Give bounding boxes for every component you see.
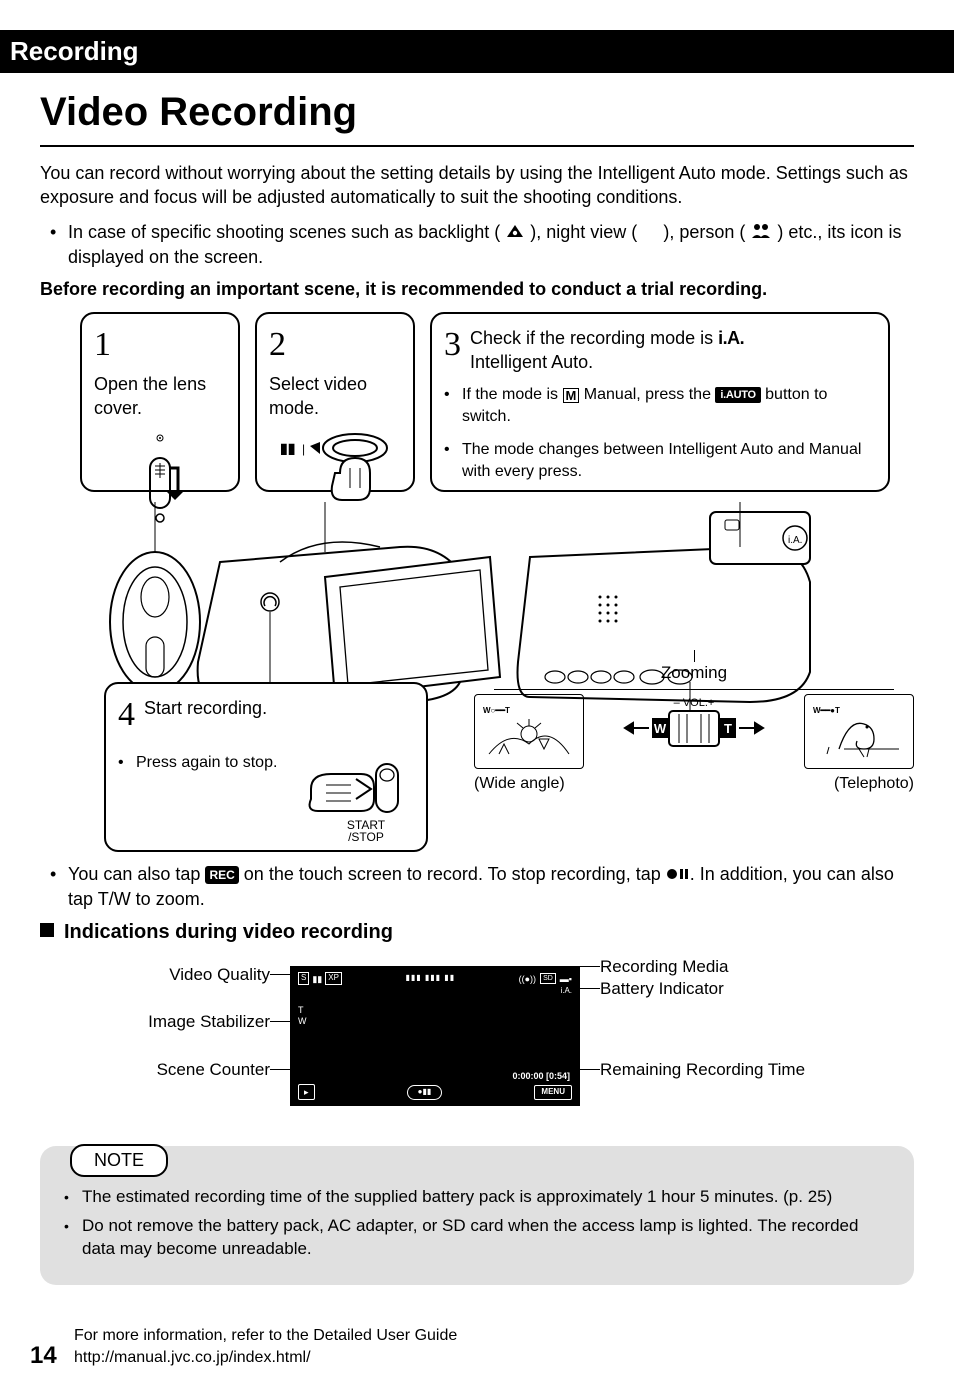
intro-bullets: In case of specific shooting scenes such… xyxy=(68,220,914,270)
menu-button-icon: MENU xyxy=(534,1085,572,1100)
step-3-post: Intelligent Auto. xyxy=(470,352,593,372)
start-stop-icon: START /STOP xyxy=(306,759,416,844)
step-2-box: 2 Select video mode. ▮▮ | xyxy=(255,312,415,492)
page-title: Video Recording xyxy=(40,85,914,147)
step-3-pre: Check if the recording mode is xyxy=(470,328,718,348)
step-1-number: 1 xyxy=(94,322,111,368)
tap-mid: on the touch screen to record. To stop r… xyxy=(239,864,666,884)
svg-text:W: W xyxy=(654,721,667,736)
note-item-1: The estimated recording time of the supp… xyxy=(64,1186,890,1209)
step-2-number: 2 xyxy=(269,322,286,368)
indications-diagram: Video Quality Image Stabilizer Scene Cou… xyxy=(70,956,914,1126)
page-footer: 14 For more information, refer to the De… xyxy=(40,1325,914,1368)
footer-line2: http://manual.jvc.co.jp/index.html/ xyxy=(74,1347,914,1369)
counter-value: 0:00:00 [0:54] xyxy=(512,1070,570,1082)
svg-text:W○━━T: W○━━T xyxy=(483,706,510,715)
telephoto-image: W━━●T xyxy=(804,694,914,769)
tap-instruction: You can also tap REC on the touch screen… xyxy=(68,862,914,912)
footer-line1: For more information, refer to the Detai… xyxy=(74,1325,914,1347)
step-4-box: 4 Start recording. Press again to stop. … xyxy=(104,682,428,852)
manual-mode-icon: M xyxy=(563,388,580,403)
night-view-icon xyxy=(642,221,658,245)
step-3-text: Check if the recording mode is i.A. Inte… xyxy=(470,322,744,375)
ia-label: i.A. xyxy=(718,328,744,348)
svg-text:i.A.: i.A. xyxy=(788,535,802,546)
rec-icon: REC xyxy=(205,866,238,884)
step-1-box: 1 Open the lens cover. xyxy=(80,312,240,492)
note-label: NOTE xyxy=(70,1144,168,1176)
xp-badge: XP xyxy=(325,972,342,985)
note-item-2: Do not remove the battery pack, AC adapt… xyxy=(64,1215,890,1261)
remaining-label: Remaining Recording Time xyxy=(600,1059,805,1082)
tap-pre: You can also tap xyxy=(68,864,205,884)
wide-angle-label: (Wide angle) xyxy=(474,773,565,795)
person-icon xyxy=(750,221,772,245)
svg-text:W━━●T: W━━●T xyxy=(813,706,840,715)
image-stabilizer-label: Image Stabilizer xyxy=(70,1011,270,1034)
recording-media-label: Recording Media xyxy=(600,956,729,979)
bullet-text: ), person ( xyxy=(663,222,745,242)
note-block: NOTE The estimated recording time of the… xyxy=(40,1146,914,1285)
stop-pause-icon xyxy=(666,863,690,887)
step-3-number: 3 xyxy=(444,322,461,368)
svg-text:– VOL.+: – VOL.+ xyxy=(674,697,715,709)
bullet-text: ), night view ( xyxy=(530,222,637,242)
section-header: Recording xyxy=(0,30,954,73)
svg-text:/STOP: /STOP xyxy=(348,830,384,844)
step-3-box: 3 Check if the recording mode is i.A. In… xyxy=(430,312,890,492)
battery-label: Battery Indicator xyxy=(600,978,724,1001)
step-3-li2: The mode changes between Intelligent Aut… xyxy=(444,439,876,482)
steps-diagram: 1 Open the lens cover. 2 Select video mo… xyxy=(40,312,914,852)
lcd-screen-preview: S ▮▮ XP ▮▮▮ ▮▮▮ ▮▮ ((●)) SD ▬▪ i.A. TW 0… xyxy=(290,966,580,1106)
telephoto-label: (Telephoto) xyxy=(834,773,914,795)
wide-angle-image: W○━━T xyxy=(474,694,584,769)
step-1-text: Open the lens cover. xyxy=(94,368,226,421)
step-4-number: 4 xyxy=(118,692,135,738)
scene-counter-label: Scene Counter xyxy=(70,1059,270,1082)
video-quality-label: Video Quality xyxy=(70,964,270,987)
li1-mid: Manual, press the xyxy=(579,386,715,403)
svg-text:▮▮: ▮▮ xyxy=(280,440,295,456)
step-2-text: Select video mode. xyxy=(269,368,401,421)
zoom-block: Zooming W○━━T – VOL.+ W xyxy=(474,662,914,852)
tap-bullet-list: You can also tap REC on the touch screen… xyxy=(68,862,914,912)
trial-recording-note: Before recording an important scene, it … xyxy=(40,277,914,301)
zoom-control-icon: – VOL.+ W T xyxy=(619,696,769,766)
intro-paragraph: You can record without worrying about th… xyxy=(40,161,914,210)
li1-pre: If the mode is xyxy=(462,386,563,403)
indications-header: Indications during video recording xyxy=(40,919,914,946)
backlight-icon xyxy=(505,221,525,245)
step-4-text: Start recording. xyxy=(144,692,267,720)
zoom-title: Zooming xyxy=(474,662,914,685)
mode-switch-icon: ▮▮ | xyxy=(270,428,400,508)
svg-text:T: T xyxy=(724,721,732,736)
svg-text:|: | xyxy=(302,442,305,456)
iauto-button-icon: i.AUTO xyxy=(715,387,760,404)
step-3-li1: If the mode is M Manual, press the i.AUT… xyxy=(444,384,876,427)
page-number: 14 xyxy=(30,1340,57,1372)
bullet-text: In case of specific shooting scenes such… xyxy=(68,222,500,242)
specific-scenes-bullet: In case of specific shooting scenes such… xyxy=(68,220,914,270)
